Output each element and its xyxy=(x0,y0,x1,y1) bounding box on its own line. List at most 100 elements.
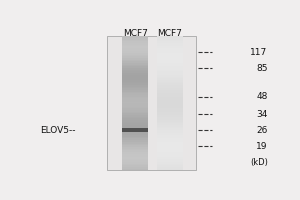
Bar xyxy=(157,162,183,164)
Bar xyxy=(157,48,183,50)
Bar xyxy=(157,169,183,170)
Bar xyxy=(122,164,148,165)
Bar xyxy=(122,167,148,169)
Bar xyxy=(157,60,183,61)
Bar xyxy=(157,63,183,65)
Bar xyxy=(157,117,183,118)
Bar xyxy=(122,128,148,130)
Bar xyxy=(157,164,183,165)
Bar xyxy=(157,82,183,83)
Bar xyxy=(157,71,183,73)
Bar xyxy=(122,80,148,82)
Bar xyxy=(122,140,148,142)
Bar xyxy=(157,144,183,145)
Bar xyxy=(122,160,148,162)
Bar xyxy=(122,159,148,160)
Bar xyxy=(122,107,148,108)
Bar xyxy=(157,95,183,97)
Bar xyxy=(157,150,183,152)
Bar xyxy=(122,56,148,58)
Bar xyxy=(157,167,183,169)
Bar xyxy=(157,107,183,108)
Bar xyxy=(157,160,183,162)
Bar xyxy=(122,83,148,85)
Bar xyxy=(157,122,183,123)
Bar xyxy=(122,152,148,154)
Bar xyxy=(122,165,148,167)
Bar xyxy=(157,46,183,48)
Bar xyxy=(157,80,183,82)
Bar xyxy=(122,132,148,133)
Bar xyxy=(122,138,148,140)
Bar xyxy=(122,43,148,45)
Bar xyxy=(157,127,183,128)
Bar xyxy=(122,113,148,115)
Bar xyxy=(122,92,148,93)
Bar xyxy=(122,95,148,97)
Bar xyxy=(157,149,183,150)
Bar xyxy=(122,162,148,164)
Bar xyxy=(157,88,183,90)
Bar xyxy=(122,125,148,127)
Bar xyxy=(157,130,183,132)
Bar xyxy=(157,112,183,113)
Bar xyxy=(122,45,148,46)
Bar xyxy=(122,53,148,55)
Bar xyxy=(122,60,148,61)
Bar xyxy=(157,103,183,105)
Bar xyxy=(157,68,183,70)
Bar xyxy=(157,85,183,87)
Bar xyxy=(157,100,183,102)
Text: MCF7: MCF7 xyxy=(158,29,182,38)
Bar xyxy=(122,65,148,66)
Bar xyxy=(122,123,148,125)
Bar xyxy=(157,97,183,98)
Bar xyxy=(157,135,183,137)
Text: 48: 48 xyxy=(256,92,268,101)
Bar xyxy=(122,85,148,87)
Bar xyxy=(157,93,183,95)
Bar xyxy=(122,127,148,128)
Bar xyxy=(122,135,148,137)
Bar xyxy=(122,82,148,83)
Bar xyxy=(157,145,183,147)
Bar xyxy=(157,113,183,115)
Bar xyxy=(122,88,148,90)
Bar xyxy=(122,145,148,147)
Bar xyxy=(122,51,148,53)
Bar xyxy=(157,56,183,58)
Text: (kD): (kD) xyxy=(250,158,268,167)
Bar xyxy=(157,118,183,120)
Bar xyxy=(157,120,183,122)
Text: ELOV5--: ELOV5-- xyxy=(40,126,75,135)
Bar xyxy=(122,36,148,38)
Bar xyxy=(157,105,183,107)
Bar xyxy=(122,150,148,152)
Bar xyxy=(157,77,183,78)
Bar xyxy=(122,93,148,95)
Bar xyxy=(157,58,183,60)
Bar xyxy=(157,102,183,103)
Bar xyxy=(122,87,148,88)
Bar xyxy=(122,128,148,132)
Bar xyxy=(157,155,183,157)
Bar xyxy=(157,159,183,160)
Bar xyxy=(157,138,183,140)
Text: 26: 26 xyxy=(256,126,268,135)
Bar xyxy=(157,78,183,80)
Bar xyxy=(157,51,183,53)
Bar xyxy=(157,98,183,100)
Bar xyxy=(122,122,148,123)
Bar xyxy=(157,53,183,55)
Bar xyxy=(157,142,183,144)
Bar xyxy=(157,147,183,149)
Bar xyxy=(122,55,148,56)
Text: MCF7: MCF7 xyxy=(123,29,148,38)
Bar xyxy=(122,118,148,120)
Bar xyxy=(122,112,148,113)
Bar xyxy=(157,115,183,117)
Bar xyxy=(157,133,183,135)
Bar xyxy=(122,48,148,50)
Bar xyxy=(122,77,148,78)
Bar xyxy=(157,90,183,92)
